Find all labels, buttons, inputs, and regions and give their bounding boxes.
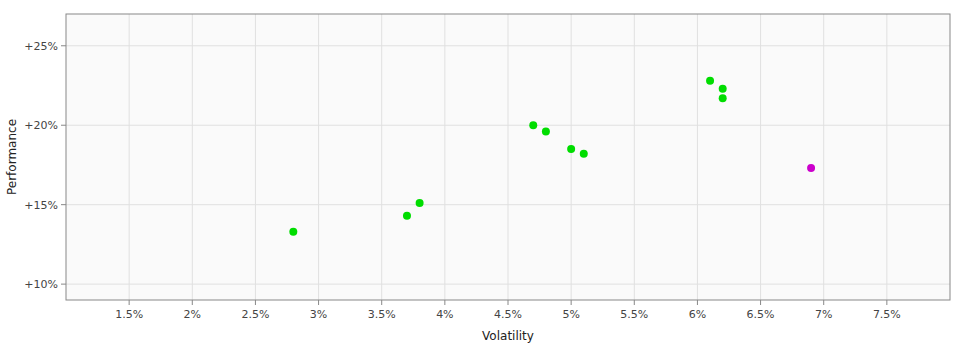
tick-label-x: 4.5% <box>494 308 522 321</box>
page: {"chart_data": {"type": "scatter", "xlab… <box>0 0 966 350</box>
tick-label-x: 2.5% <box>241 308 269 321</box>
tick-x <box>508 300 509 305</box>
point <box>403 212 411 220</box>
tick-x <box>444 300 445 305</box>
grid-line-x <box>318 14 319 300</box>
point <box>567 145 575 153</box>
point <box>807 164 815 172</box>
plot-frame <box>66 14 950 300</box>
tick-label-x: 6% <box>689 308 706 321</box>
grid-line-x <box>697 14 698 300</box>
tick-x <box>381 300 382 305</box>
tick-x <box>634 300 635 305</box>
marks <box>289 77 815 236</box>
grid-line-x <box>571 14 572 300</box>
x-axis-label: Volatility <box>482 329 534 343</box>
grid-line-x <box>444 14 445 300</box>
grid-line-x <box>255 14 256 300</box>
tick-x <box>318 300 319 305</box>
y-axis-label: Performance <box>5 119 19 195</box>
series <box>289 77 726 236</box>
tick-label-x: 4% <box>436 308 453 321</box>
tick-y <box>61 45 66 46</box>
tick-x <box>697 300 698 305</box>
tick-label-x: 7.5% <box>873 308 901 321</box>
tick-x <box>823 300 824 305</box>
tick-label-x: 1.5% <box>115 308 143 321</box>
point <box>580 150 588 158</box>
tick-y <box>61 125 66 126</box>
grid-line-x <box>508 14 509 300</box>
tick-x <box>886 300 887 305</box>
chart: 1.5% 2% 2.5% 3% 3.5% 4% 4.5% 5% 5.5% 6% 6.5% 7% 7.5%… <box>0 0 966 350</box>
grid-line-x <box>192 14 193 300</box>
series <box>807 164 815 172</box>
grid-line-y <box>66 125 950 126</box>
grid-line-x <box>886 14 887 300</box>
tick-label-y: +10% <box>24 278 58 291</box>
tick-y <box>61 284 66 285</box>
tick-label-x: 3% <box>310 308 327 321</box>
tick-label-x: 7% <box>815 308 832 321</box>
tick-label-x: 5% <box>562 308 579 321</box>
tick-x <box>571 300 572 305</box>
tick-x <box>255 300 256 305</box>
tick-label-x: 5.5% <box>620 308 648 321</box>
tick-y <box>61 204 66 205</box>
tick-label-y: +25% <box>24 40 58 53</box>
tick-label-x: 6.5% <box>747 308 775 321</box>
tick-label-y: +15% <box>24 199 58 212</box>
grid-line-x <box>381 14 382 300</box>
grid-line-y <box>66 284 950 285</box>
tick-x <box>192 300 193 305</box>
point <box>289 228 297 236</box>
tick-label-x: 3.5% <box>368 308 396 321</box>
point <box>542 128 550 136</box>
grid <box>66 14 950 300</box>
tick-label-x: 2% <box>184 308 201 321</box>
axes: 1.5% 2% 2.5% 3% 3.5% 4% 4.5% 5% 5.5% 6% 6.5% 7% 7.5%… <box>24 40 901 321</box>
point <box>719 94 727 102</box>
grid-line-y <box>66 45 950 46</box>
grid-line-x <box>823 14 824 300</box>
tick-x <box>129 300 130 305</box>
tick-label-y: +20% <box>24 119 58 132</box>
point <box>416 199 424 207</box>
grid-line-x <box>634 14 635 300</box>
grid-line-y <box>66 204 950 205</box>
grid-line-x <box>760 14 761 300</box>
point <box>529 121 537 129</box>
tick-x <box>760 300 761 305</box>
grid-line-x <box>129 14 130 300</box>
point <box>719 85 727 93</box>
plot-area <box>66 14 950 300</box>
point <box>706 77 714 85</box>
